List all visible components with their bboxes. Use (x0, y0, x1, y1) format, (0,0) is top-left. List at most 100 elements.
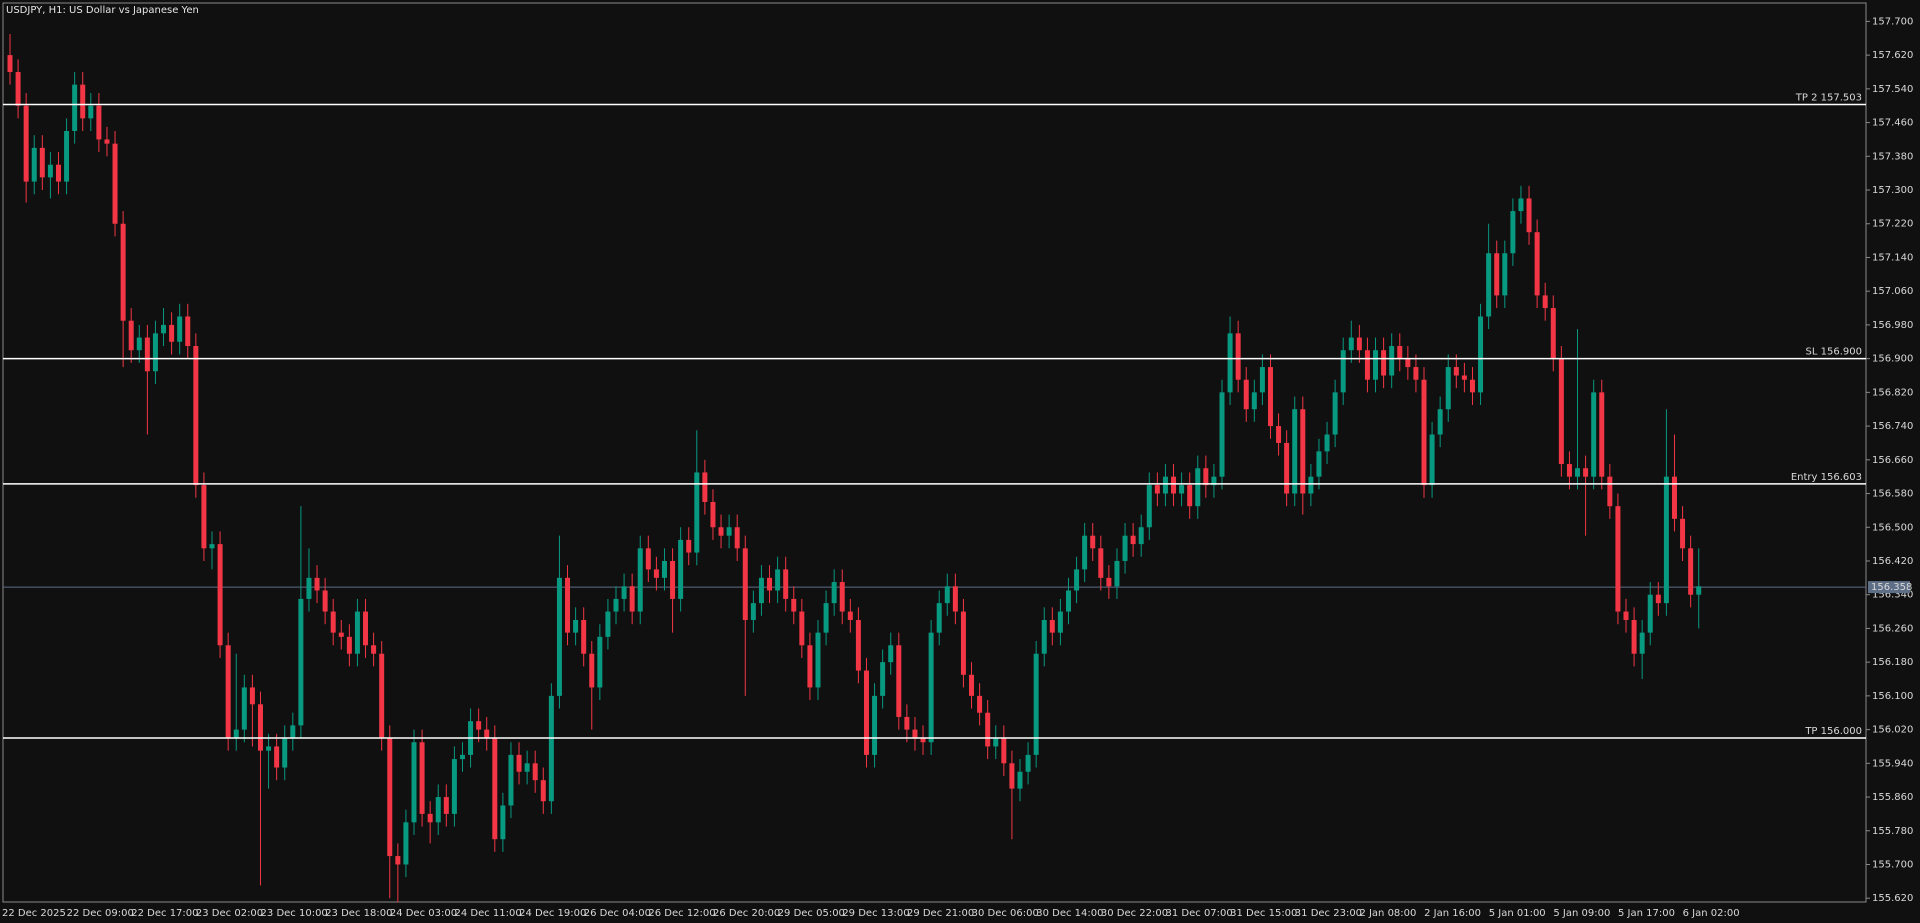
candle-body (888, 645, 894, 663)
candle-body (298, 598, 304, 726)
candle-body (1405, 358, 1411, 368)
candle-body (516, 754, 522, 772)
y-tick-label: 156.900 (1872, 354, 1913, 365)
candle-body (750, 603, 756, 620)
candle-body (193, 345, 199, 486)
candle-body (1195, 468, 1201, 507)
candle-body (532, 763, 538, 781)
candle-body (1591, 392, 1597, 477)
candle-body (872, 695, 878, 755)
x-tick-label: 29 Dec 05:00 (778, 908, 845, 919)
candle-body (249, 687, 255, 705)
candle-body (508, 754, 514, 806)
x-tick-label: 31 Dec 07:00 (1166, 908, 1233, 919)
x-tick-label: 26 Dec 04:00 (584, 908, 651, 919)
candle-body (1615, 506, 1621, 612)
candle-body (306, 577, 312, 599)
candle-body (1655, 594, 1661, 604)
candle-body (225, 645, 231, 739)
candle-body (734, 527, 740, 549)
candle-body (104, 139, 110, 144)
candle-body (540, 780, 546, 802)
y-tick-label: 156.340 (1872, 590, 1913, 601)
candle-body (274, 746, 280, 768)
price-tag (1868, 581, 1910, 594)
x-tick-label: 31 Dec 23:00 (1295, 908, 1362, 919)
candle-body (775, 569, 781, 591)
candle-body (411, 742, 417, 823)
x-tick-label: 29 Dec 13:00 (842, 908, 909, 919)
candle-body (177, 316, 183, 342)
candle-body (1009, 763, 1015, 789)
y-tick-label: 157.140 (1872, 252, 1913, 263)
candle-body (379, 653, 385, 739)
candle-body (605, 611, 611, 637)
x-tick-label: 2 Jan 08:00 (1359, 908, 1416, 919)
candle-body (201, 485, 207, 549)
candle-body (1049, 619, 1055, 633)
candle-body (492, 738, 498, 840)
candle-body (96, 105, 102, 140)
candle-body (565, 577, 571, 633)
candle-body (241, 687, 247, 730)
candle-body (1518, 198, 1524, 212)
candle-body (524, 763, 530, 772)
candle-body (952, 586, 958, 612)
plot-frame (2, 2, 1867, 903)
candle-body (1575, 468, 1581, 477)
candle-body (1203, 468, 1209, 486)
candle-body (807, 645, 813, 688)
candle-body (960, 611, 966, 675)
x-tick-label: 6 Jan 02:00 (1683, 908, 1740, 919)
candle-body (613, 598, 619, 612)
candle-body (346, 636, 352, 654)
candle-body (1453, 367, 1459, 376)
candle-body (670, 560, 676, 599)
candle-body (936, 603, 942, 633)
candle-body (484, 729, 490, 739)
candle-body (1413, 367, 1419, 380)
x-tick-label: 5 Jan 01:00 (1489, 908, 1546, 919)
y-tick-label: 155.940 (1872, 758, 1913, 769)
candle-body (1017, 771, 1023, 789)
y-tick-label: 155.620 (1872, 893, 1913, 904)
candle-body (435, 797, 441, 823)
candle-body (969, 674, 975, 696)
candle-body (1696, 586, 1702, 595)
level-label: TP 156.000 (1804, 726, 1862, 737)
candle-body (39, 147, 45, 178)
candle-body (1033, 653, 1039, 755)
candle-body (767, 577, 773, 591)
candle-body (330, 611, 336, 633)
candle-body (7, 55, 13, 72)
candle-body (128, 320, 134, 351)
candle-body (1098, 548, 1104, 578)
x-tick-label: 26 Dec 20:00 (713, 908, 780, 919)
y-tick-label: 157.300 (1872, 185, 1913, 196)
candle-body (1534, 232, 1540, 296)
candle-body (322, 590, 328, 612)
candle-body (855, 619, 861, 671)
candle-body (169, 324, 175, 342)
x-tick-label: 22 Dec 17:00 (131, 908, 198, 919)
x-tick-label: 31 Dec 15:00 (1230, 908, 1297, 919)
x-tick-label: 23 Dec 18:00 (325, 908, 392, 919)
x-tick-label: 29 Dec 21:00 (907, 908, 974, 919)
candle-body (403, 822, 409, 865)
x-tick-label: 30 Dec 06:00 (972, 908, 1039, 919)
candle-body (476, 721, 482, 730)
candle-body (1639, 632, 1645, 654)
candle-body (702, 472, 708, 502)
candle-body (144, 337, 150, 372)
y-tick-label: 155.700 (1872, 859, 1913, 870)
candle-body (1469, 379, 1475, 393)
y-tick-label: 157.540 (1872, 84, 1913, 95)
candle-body (1631, 619, 1637, 654)
candle-body (1324, 434, 1330, 452)
candle-body (1041, 619, 1047, 654)
x-tick-label: 24 Dec 19:00 (519, 908, 586, 919)
y-tick-label: 155.780 (1872, 826, 1913, 837)
candle-body (1647, 594, 1653, 633)
candle-body (686, 539, 692, 553)
